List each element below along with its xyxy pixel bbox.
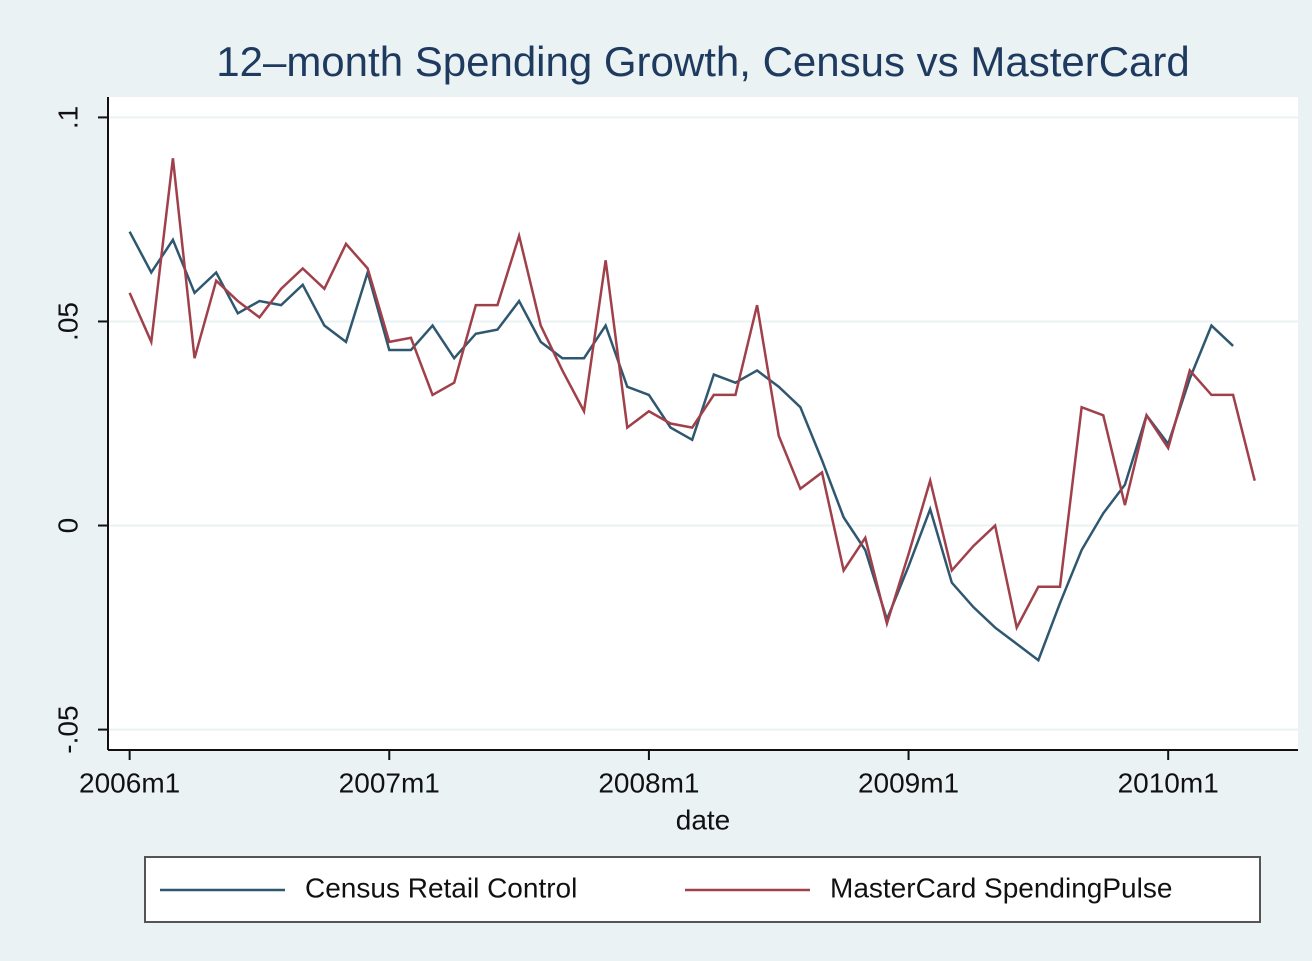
x-tick-label: 2010m1 [1118, 767, 1219, 798]
x-tick-label: 2008m1 [598, 767, 699, 798]
legend-label: MasterCard SpendingPulse [830, 872, 1172, 903]
y-tick-label: 0 [52, 518, 83, 534]
x-axis-label: date [676, 804, 731, 835]
chart-title: 12–month Spending Growth, Census vs Mast… [216, 38, 1190, 85]
y-tick-label: .05 [52, 302, 83, 341]
x-tick-label: 2006m1 [79, 767, 180, 798]
series-line [128, 231, 1234, 663]
x-tick-label: 2009m1 [858, 767, 959, 798]
legend-label: Census Retail Control [305, 872, 577, 903]
x-tick-label: 2007m1 [339, 767, 440, 798]
series-line [128, 158, 1256, 632]
plot-area [108, 97, 1298, 750]
y-tick-label: .1 [52, 106, 83, 129]
y-tick-label: -.05 [52, 705, 83, 753]
